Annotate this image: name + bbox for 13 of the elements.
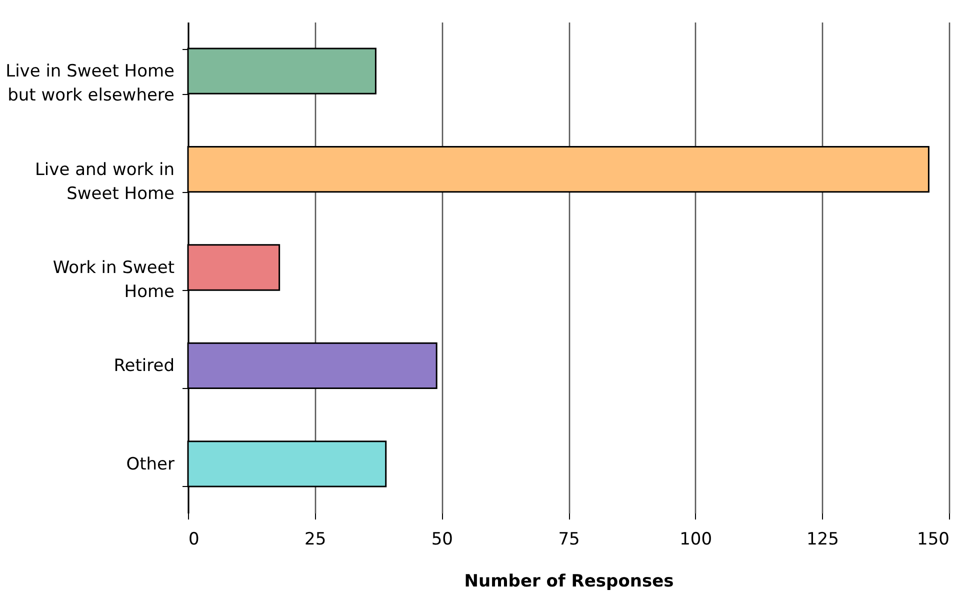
x-tick-label: 50 [431, 530, 453, 550]
y-tick-label: Other [126, 454, 174, 474]
y-tick-label: Live and work in Sweet Home [34, 160, 174, 204]
x-tick-label: 75 [558, 530, 580, 550]
x-tick-label: 0 [188, 530, 200, 550]
y-tick-label: Work in Sweet Home [52, 258, 175, 302]
x-axis-title: Number of Responses [464, 572, 674, 592]
x-tick-label: 125 [806, 530, 839, 550]
x-tick-label: 100 [680, 530, 712, 550]
y-tick-label: Live in Sweet Home but work elsewhere [6, 62, 174, 106]
x-tick-label: 150 [917, 530, 950, 550]
y-tick-label: Retired [114, 356, 174, 376]
x-tick-label: 25 [304, 530, 326, 550]
